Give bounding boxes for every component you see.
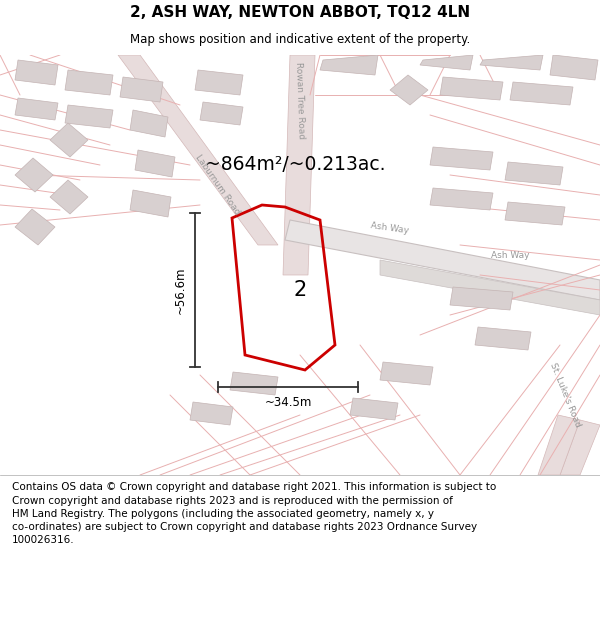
Polygon shape [15,158,53,192]
Polygon shape [15,98,58,120]
Text: Ash Way: Ash Way [370,221,409,235]
Polygon shape [230,372,278,395]
Polygon shape [440,77,503,100]
Polygon shape [430,188,493,210]
Polygon shape [380,362,433,385]
Text: ~34.5m: ~34.5m [265,396,311,409]
Polygon shape [430,147,493,170]
Polygon shape [420,55,473,70]
Polygon shape [285,220,600,300]
Polygon shape [15,209,55,245]
Polygon shape [120,77,163,102]
Polygon shape [390,75,428,105]
Text: 2, ASH WAY, NEWTON ABBOT, TQ12 4LN: 2, ASH WAY, NEWTON ABBOT, TQ12 4LN [130,4,470,19]
Polygon shape [560,420,600,475]
Polygon shape [65,70,113,95]
Text: ~56.6m: ~56.6m [173,266,187,314]
Polygon shape [130,110,168,137]
Polygon shape [480,55,543,70]
Polygon shape [538,415,580,475]
Polygon shape [65,105,113,128]
Polygon shape [195,70,243,95]
Polygon shape [350,398,398,420]
Polygon shape [130,190,171,217]
Polygon shape [475,327,531,350]
Polygon shape [118,55,278,245]
Polygon shape [380,260,600,315]
Text: St. Luke's Road: St. Luke's Road [548,361,582,429]
Text: Laburnum Road: Laburnum Road [194,153,242,217]
Text: 2: 2 [293,280,307,300]
Text: ~864m²/~0.213ac.: ~864m²/~0.213ac. [205,156,385,174]
Polygon shape [450,287,513,310]
Polygon shape [505,202,565,225]
Polygon shape [505,162,563,185]
Polygon shape [510,82,573,105]
Text: Map shows position and indicative extent of the property.: Map shows position and indicative extent… [130,33,470,46]
Text: Ash Way: Ash Way [491,251,529,259]
Polygon shape [190,402,233,425]
Polygon shape [15,60,58,85]
Polygon shape [550,55,598,80]
Polygon shape [320,55,378,75]
Polygon shape [50,180,88,214]
Polygon shape [135,150,175,177]
Polygon shape [50,123,88,157]
Polygon shape [200,102,243,125]
Text: Contains OS data © Crown copyright and database right 2021. This information is : Contains OS data © Crown copyright and d… [12,482,496,545]
Polygon shape [283,55,315,275]
Text: Rowan Tree Road: Rowan Tree Road [294,61,306,139]
